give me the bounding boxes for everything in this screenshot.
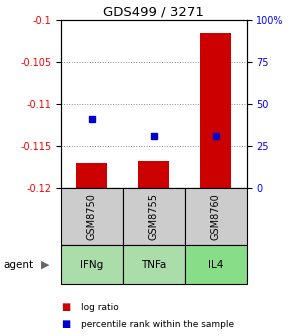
Bar <box>123 188 185 245</box>
Text: percentile rank within the sample: percentile rank within the sample <box>81 320 234 329</box>
Text: IFNg: IFNg <box>80 260 104 269</box>
Text: agent: agent <box>3 260 33 269</box>
Text: log ratio: log ratio <box>81 303 119 312</box>
Bar <box>61 245 123 284</box>
Bar <box>185 188 246 245</box>
Bar <box>76 163 107 188</box>
Text: TNFa: TNFa <box>141 260 166 269</box>
Bar <box>185 245 246 284</box>
Text: ■: ■ <box>61 302 70 312</box>
Bar <box>61 188 123 245</box>
Text: GSM8750: GSM8750 <box>87 193 97 240</box>
Bar <box>138 161 169 188</box>
Text: ▶: ▶ <box>41 260 49 269</box>
Bar <box>123 245 185 284</box>
Text: ■: ■ <box>61 319 70 329</box>
Text: GSM8755: GSM8755 <box>149 193 159 240</box>
Bar <box>200 33 231 188</box>
Text: IL4: IL4 <box>208 260 223 269</box>
Text: GSM8760: GSM8760 <box>211 193 221 240</box>
Title: GDS499 / 3271: GDS499 / 3271 <box>103 6 204 19</box>
